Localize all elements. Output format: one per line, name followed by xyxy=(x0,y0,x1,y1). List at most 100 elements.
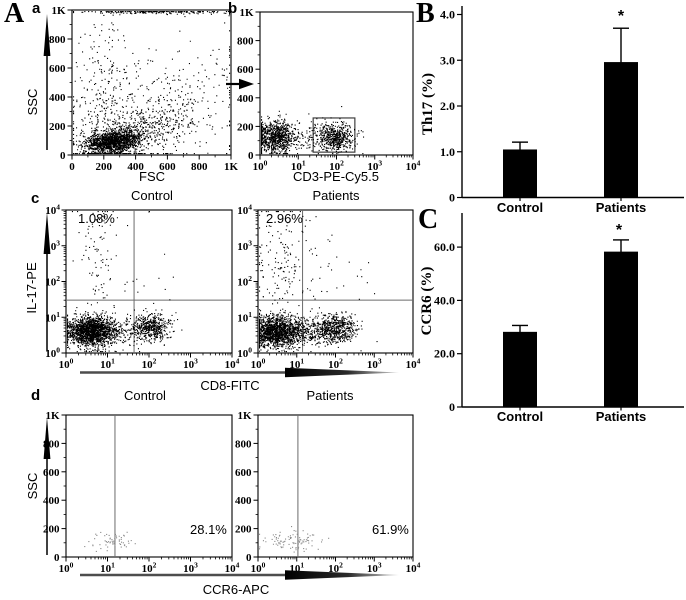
tick-label: 60.0 xyxy=(434,240,455,254)
tick-label: 40.0 xyxy=(434,293,455,307)
subpanel-letter-d: d xyxy=(31,387,41,404)
tick-label: 0 xyxy=(449,191,455,205)
bar-patients xyxy=(604,251,638,407)
panel-letter-C: C xyxy=(418,204,439,235)
log-tick-label: 104 xyxy=(45,203,60,218)
tick-label: 800 xyxy=(191,161,208,173)
log-tick-label: 100 xyxy=(59,357,74,372)
tick-label: 0 xyxy=(248,150,254,162)
tick-label: 20.0 xyxy=(434,347,455,361)
log-tick-label: 104 xyxy=(237,203,252,218)
dot-cloud xyxy=(67,211,183,353)
log-tick-label: 100 xyxy=(45,346,60,361)
tick-label: 400 xyxy=(49,92,66,104)
tick-label: 600 xyxy=(49,63,66,75)
tick-label: 1.0 xyxy=(440,145,455,159)
log-tick-label: 102 xyxy=(142,357,157,372)
y-axis-label-ssc-d: SSC xyxy=(25,472,40,500)
y-axis-label-ssc-a: SSC xyxy=(25,88,40,116)
flow-plot-d_patients: 100 101 102 103 104 0 200 400 600 800 1K xyxy=(235,410,421,575)
tick-label: 1K xyxy=(239,7,254,19)
tick-label: 4.0 xyxy=(440,8,455,22)
expression-wedge-icon xyxy=(285,570,399,580)
bar-control xyxy=(503,149,537,198)
tick-label: 1K xyxy=(45,410,60,422)
bar-chart-B: 0 1.0 2.0 3.0 4.0 xyxy=(440,6,684,205)
tick-label: 400 xyxy=(235,495,252,507)
column-header-control-top: Control xyxy=(131,188,173,203)
tick-label: 200 xyxy=(96,161,113,173)
log-tick-label: 101 xyxy=(291,159,306,174)
log-tick-label: 100 xyxy=(251,357,266,372)
up-arrowhead-icon xyxy=(43,14,51,56)
gate-percentage-d-control: 28.1% xyxy=(190,522,227,537)
expression-wedge-icon xyxy=(285,367,399,378)
log-tick-label: 102 xyxy=(45,274,60,289)
flow-plot-a: 0 200 400 600 800 1K 0 200 400 600 800 1K xyxy=(49,5,238,173)
tick-label: 800 xyxy=(237,36,254,48)
x-axis-label-cd8: CD8-FITC xyxy=(200,378,260,393)
log-tick-label: 104 xyxy=(225,561,240,576)
tick-label: 200 xyxy=(43,524,60,536)
panel-letter-A: A xyxy=(4,0,25,29)
log-tick-label: 103 xyxy=(367,159,382,174)
tick-label: 400 xyxy=(127,161,144,173)
gate-percentage-d-patients: 61.9% xyxy=(372,522,409,537)
subpanel-letter-a: a xyxy=(32,0,41,17)
column-header-patients-d: Patients xyxy=(306,388,354,403)
tick-label: 3.0 xyxy=(440,53,455,67)
tick-label: 600 xyxy=(235,467,252,479)
bar-cat-B-control: Control xyxy=(496,200,544,215)
log-tick-label: 101 xyxy=(289,561,304,576)
dot-cloud xyxy=(259,211,378,353)
column-header-control-d: Control xyxy=(124,388,166,403)
log-tick-label: 104 xyxy=(406,561,421,576)
log-tick-label: 100 xyxy=(59,561,74,576)
up-arrowhead-icon xyxy=(43,417,51,459)
log-tick-label: 103 xyxy=(45,238,60,253)
tick-label: 200 xyxy=(235,524,252,536)
bar-cat-C-patients: Patients xyxy=(595,409,647,424)
tick-label: 200 xyxy=(49,121,66,133)
subpanel-letter-b: b xyxy=(228,0,238,17)
significance-asterisk-C: * xyxy=(615,222,623,239)
dot-cloud xyxy=(73,11,231,155)
log-tick-label: 104 xyxy=(225,357,240,372)
flow-plot-c_patients: 100 101 102 103 104 100 101 102 103 104 xyxy=(237,203,420,372)
subpanel-letter-c: c xyxy=(31,190,40,207)
log-tick-label: 101 xyxy=(45,310,60,325)
log-tick-label: 101 xyxy=(100,357,115,372)
axis-arrows xyxy=(43,14,399,580)
log-tick-label: 101 xyxy=(100,561,115,576)
column-header-patients-top: Patients xyxy=(312,188,360,203)
bar-patients xyxy=(604,62,638,198)
log-tick-label: 102 xyxy=(142,561,157,576)
log-tick-label: 102 xyxy=(328,357,343,372)
dot-cloud-light xyxy=(259,526,330,553)
log-tick-label: 103 xyxy=(183,561,198,576)
tick-label: 400 xyxy=(43,495,60,507)
log-tick-label: 102 xyxy=(328,561,343,576)
dot-cloud xyxy=(261,106,365,155)
log-tick-label: 102 xyxy=(237,274,252,289)
gate-rectangle xyxy=(312,117,356,153)
log-tick-label: 104 xyxy=(406,159,421,174)
log-tick-label: 103 xyxy=(183,357,198,372)
tick-label: 1K xyxy=(224,161,239,173)
tick-label: 600 xyxy=(43,467,60,479)
tick-label: 600 xyxy=(237,64,254,76)
x-axis-label-cd3: CD3-PE-Cy5.5 xyxy=(293,169,379,184)
log-tick-label: 101 xyxy=(237,310,252,325)
tick-label: 0 xyxy=(69,161,75,173)
log-tick-label: 103 xyxy=(367,561,382,576)
tick-label: 400 xyxy=(237,93,254,105)
quadrant-percentage-c-control: 1.08% xyxy=(78,211,115,226)
tick-label: 0 xyxy=(54,552,60,564)
significance-asterisk-B: * xyxy=(617,8,625,25)
tick-label: 0 xyxy=(246,552,252,564)
dot-cloud-light xyxy=(84,531,136,552)
log-tick-label: 103 xyxy=(367,357,382,372)
quadrant-percentage-c-patients: 2.96% xyxy=(266,211,303,226)
x-axis-label-ccr6apc: CCR6-APC xyxy=(202,582,270,597)
